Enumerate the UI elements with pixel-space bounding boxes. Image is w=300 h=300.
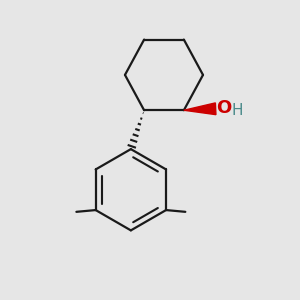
Text: H: H <box>231 103 243 118</box>
Text: O: O <box>216 99 232 117</box>
Polygon shape <box>184 103 216 115</box>
